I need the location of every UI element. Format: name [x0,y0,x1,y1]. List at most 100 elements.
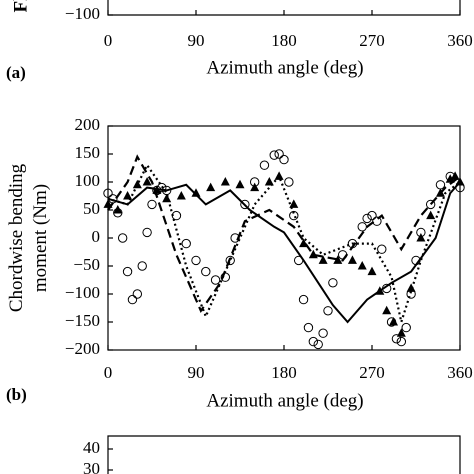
triangle-marker [435,188,445,197]
y-tick-label: −150 [65,311,100,330]
circle-marker [269,150,279,160]
circle-marker [117,233,128,243]
triangle-marker [235,179,245,189]
panel-label: (b) [6,385,27,404]
x-tick-label: 90 [188,31,205,50]
triangle-marker [382,305,392,315]
y-axis-label: Fl [10,0,31,12]
triangle-marker [206,182,216,192]
triangle-marker [132,179,142,189]
circle-marker [303,322,314,333]
y-tick-label: −100 [65,283,100,302]
y-axis-label: Chordwise bending moment (Nm) [6,163,51,312]
y-tick-label: −50 [73,255,100,274]
circle-marker [171,210,182,221]
triangle-marker [357,261,367,270]
circle-marker [259,160,270,170]
triangle-marker [176,191,186,200]
triangle-marker [152,185,162,194]
x-tick-label: 360 [447,31,473,50]
circle-marker [298,294,309,305]
triangle-marker [220,177,230,186]
triangle-marker [123,191,133,200]
circle-marker [396,336,407,347]
panel-label: (a) [6,63,26,82]
circle-marker [274,149,284,159]
x-tick-label: 0 [104,31,113,50]
x-tick-label: 90 [188,363,205,382]
triangle-marker [274,171,284,180]
circle-marker [127,294,138,305]
circle-marker [220,272,231,282]
circle-marker [347,238,358,249]
triangle-marker [333,255,343,264]
triangle-marker [142,177,152,186]
x-axis-label: Azimuth angle (deg) [206,57,363,78]
circle-marker [367,210,377,221]
y-tick-label: 100 [75,171,101,190]
circle-marker [357,222,367,232]
x-tick-label: 270 [359,31,385,50]
y-tick-label: 40 [83,438,100,457]
circle-marker [279,154,289,165]
circle-marker [391,334,402,344]
circle-marker [381,283,392,294]
circle-marker [362,213,372,224]
y-tick-label: −200 [65,339,100,358]
triangle-marker [406,283,416,292]
y-tick-label: 50 [83,199,100,218]
y-tick-label: 150 [75,143,101,162]
circle-marker [122,266,133,277]
circle-marker [132,289,143,299]
triangle-marker [426,210,436,220]
triangle-marker [191,188,201,197]
circle-marker [240,199,250,210]
circle-marker [435,180,446,190]
x-tick-label: 270 [359,363,385,382]
circle-marker [289,210,299,221]
line-series [107,154,461,314]
circle-marker [425,199,436,210]
y-axis-label-line: Chordwise bending [6,163,27,312]
triangle-marker [103,199,113,208]
triangle-marker [250,182,260,192]
circle-marker [181,238,191,249]
circle-marker [225,255,235,266]
circle-marker [147,199,157,210]
triangle-marker [289,199,299,208]
triangle-marker [389,317,399,326]
circle-marker [293,255,304,266]
y-tick-label: 200 [75,115,101,134]
circle-marker [308,336,319,347]
x-tick-label: 180 [271,31,297,50]
circle-marker [230,233,240,243]
triangle-marker [308,249,318,259]
x-tick-label: 360 [447,363,473,382]
circle-marker [284,177,294,187]
triangle-marker [367,266,377,276]
triangle-marker [318,255,328,264]
y-tick-label: 0 [92,227,101,246]
circle-marker [137,261,147,271]
triangle-marker [299,238,309,248]
circle-marker [210,275,221,285]
circle-marker [201,266,211,277]
line-series [107,181,461,324]
plot-frame [107,435,461,474]
y-axis-label-line: moment (Nm) [30,184,51,292]
circle-marker [323,306,333,316]
circle-marker [313,339,323,350]
triangle-marker [162,193,172,203]
x-tick-label: 0 [104,363,113,382]
y-tick-label: 30 [83,459,100,474]
circle-marker [337,250,348,260]
y-tick-label: −100 [65,4,100,23]
circle-marker [318,328,328,338]
circle-marker [372,216,382,226]
triangle-marker [445,174,455,183]
triangle-marker [396,328,406,337]
x-axis-label: Azimuth angle (deg) [206,390,363,411]
circle-marker [401,322,411,333]
circle-marker [142,227,152,238]
triangle-marker [455,177,465,186]
